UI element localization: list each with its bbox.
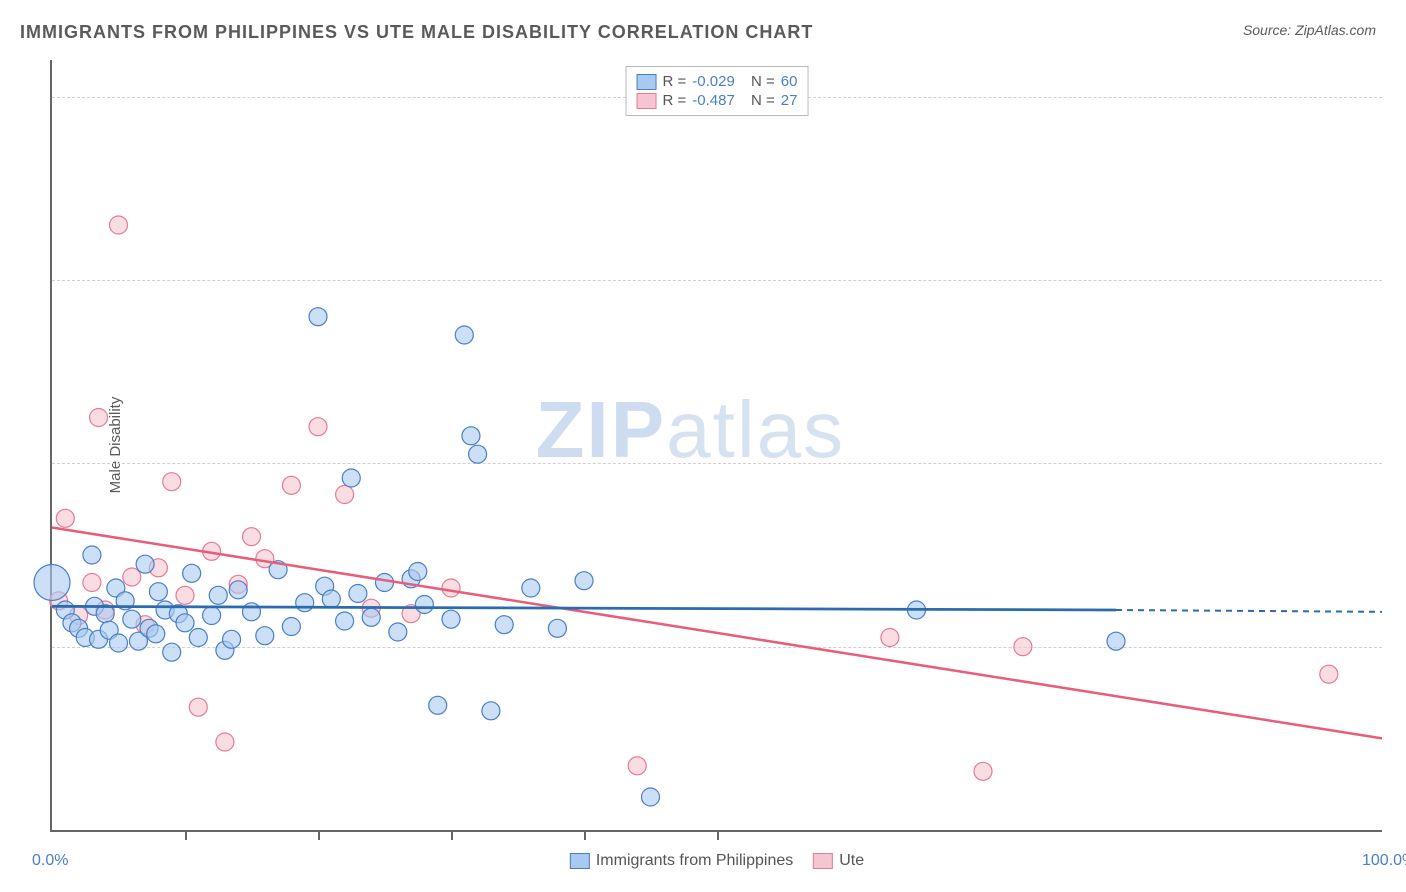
- chart-title: IMMIGRANTS FROM PHILIPPINES VS UTE MALE …: [20, 22, 813, 43]
- legend-series2-label: Ute: [839, 852, 864, 870]
- legend-top-row-2: R = -0.487 N = 27: [637, 92, 798, 109]
- swatch-series1-icon: [637, 74, 657, 90]
- legend-top-row-1: R = -0.029 N = 60: [637, 73, 798, 90]
- n-label-1: N =: [751, 73, 775, 90]
- x-tick-label: 0.0%: [32, 852, 68, 870]
- source-label: Source: ZipAtlas.com: [1243, 22, 1376, 38]
- n-label-2: N =: [751, 92, 775, 109]
- legend-series1-label: Immigrants from Philippines: [596, 852, 793, 870]
- r-value-2: -0.487: [692, 92, 735, 109]
- swatch-series1-bottom-icon: [570, 853, 590, 869]
- legend-bottom-item-1: Immigrants from Philippines: [570, 852, 793, 870]
- legend-bottom: Immigrants from Philippines Ute: [570, 852, 864, 870]
- x-tick-label: 100.0%: [1362, 852, 1406, 870]
- y-tick-label: 40.0%: [1392, 87, 1406, 105]
- r-label-2: R =: [663, 92, 687, 109]
- y-tick-label: 20.0%: [1392, 453, 1406, 471]
- y-tick-label: 10.0%: [1392, 637, 1406, 655]
- y-tick-label: 30.0%: [1392, 270, 1406, 288]
- plot-area: Male Disability ZIPatlas R = -0.029 N = …: [50, 60, 1382, 832]
- n-value-2: 27: [781, 92, 798, 109]
- swatch-series2-bottom-icon: [813, 853, 833, 869]
- legend-bottom-item-2: Ute: [813, 852, 864, 870]
- n-value-1: 60: [781, 73, 798, 90]
- scatter-svg: [52, 60, 1382, 830]
- legend-top: R = -0.029 N = 60 R = -0.487 N = 27: [626, 66, 809, 116]
- r-label-1: R =: [663, 73, 687, 90]
- r-value-1: -0.029: [692, 73, 735, 90]
- swatch-series2-icon: [637, 93, 657, 109]
